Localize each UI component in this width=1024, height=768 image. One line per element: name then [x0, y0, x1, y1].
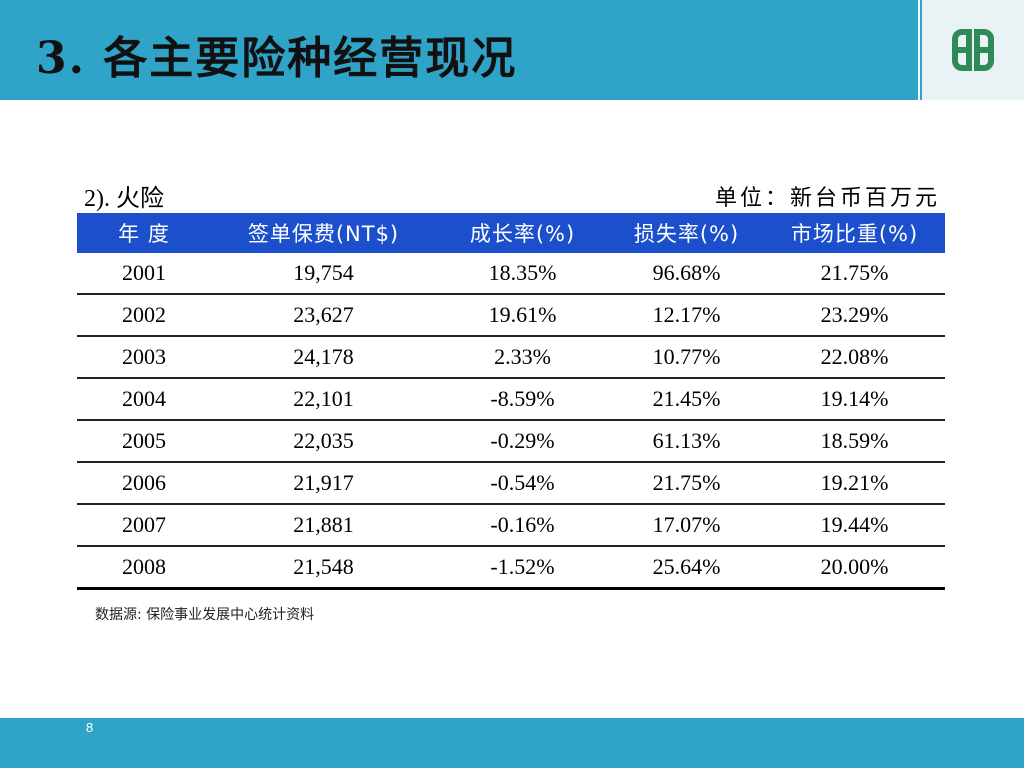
table-row: 2005 22,035 -0.29% 61.13% 18.59%	[77, 420, 945, 463]
table-row: 2001 19,754 18.35% 96.68% 21.75%	[77, 253, 945, 295]
cell-loss-ratio: 10.77%	[609, 336, 764, 379]
cell-loss-ratio: 12.17%	[609, 294, 764, 337]
cell-loss-ratio: 21.45%	[609, 378, 764, 421]
cell-growth: -0.16%	[436, 504, 609, 547]
cell-growth: 18.35%	[436, 253, 609, 295]
cell-loss-ratio: 21.75%	[609, 462, 764, 505]
cell-year: 2004	[77, 378, 211, 421]
section-subtitle: 2). 火险	[84, 186, 164, 212]
cell-market-share: 22.08%	[764, 336, 945, 379]
footer-bar	[0, 718, 1024, 768]
table-header-row: 年 度 签单保费(NT$) 成长率(%) 损失率(%) 市场比重(%)	[77, 213, 945, 253]
cell-market-share: 20.00%	[764, 546, 945, 590]
cell-market-share: 21.75%	[764, 253, 945, 295]
cell-market-share: 19.21%	[764, 462, 945, 505]
cell-premium: 24,178	[211, 336, 436, 379]
cell-year: 2008	[77, 546, 211, 590]
cell-market-share: 19.44%	[764, 504, 945, 547]
logo-panel	[920, 0, 1024, 100]
fire-insurance-table: 年 度 签单保费(NT$) 成长率(%) 损失率(%) 市场比重(%) 2001…	[77, 213, 945, 590]
cell-year: 2002	[77, 294, 211, 337]
column-header-year: 年 度	[77, 213, 211, 253]
cell-premium: 21,917	[211, 462, 436, 505]
table-row: 2007 21,881 -0.16% 17.07% 19.44%	[77, 504, 945, 547]
column-header-loss-ratio: 损失率(%)	[609, 213, 764, 253]
cell-market-share: 18.59%	[764, 420, 945, 463]
cell-loss-ratio: 17.07%	[609, 504, 764, 547]
header-bar: 3. 各主要险种经营现况	[0, 0, 918, 100]
cell-market-share: 19.14%	[764, 378, 945, 421]
cell-growth: -0.54%	[436, 462, 609, 505]
cell-growth: -1.52%	[436, 546, 609, 590]
table-row: 2006 21,917 -0.54% 21.75% 19.21%	[77, 462, 945, 505]
table-row: 2002 23,627 19.61% 12.17% 23.29%	[77, 294, 945, 337]
cell-premium: 21,548	[211, 546, 436, 590]
column-header-premium: 签单保费(NT$)	[211, 213, 436, 253]
table-row: 2004 22,101 -8.59% 21.45% 19.14%	[77, 378, 945, 421]
cell-year: 2007	[77, 504, 211, 547]
cell-market-share: 23.29%	[764, 294, 945, 337]
column-header-growth: 成长率(%)	[436, 213, 609, 253]
table-body: 2001 19,754 18.35% 96.68% 21.75% 2002 23,627 19…	[77, 253, 945, 590]
unit-label: 单位：新台币百万元	[714, 186, 940, 211]
source-note: 数据源: 保险事业发展中心统计资料	[95, 607, 315, 623]
fubon-logo-icon	[952, 28, 994, 72]
page-number: 8	[86, 720, 94, 735]
cell-premium: 22,101	[211, 378, 436, 421]
column-header-market-share: 市场比重(%)	[764, 213, 945, 253]
cell-premium: 23,627	[211, 294, 436, 337]
cell-loss-ratio: 25.64%	[609, 546, 764, 590]
cell-year: 2006	[77, 462, 211, 505]
cell-year: 2001	[77, 253, 211, 295]
cell-premium: 22,035	[211, 420, 436, 463]
cell-growth: 19.61%	[436, 294, 609, 337]
cell-growth: 2.33%	[436, 336, 609, 379]
cell-premium: 19,754	[211, 253, 436, 295]
table-row: 2003 24,178 2.33% 10.77% 22.08%	[77, 336, 945, 379]
cell-growth: -8.59%	[436, 378, 609, 421]
table-row: 2008 21,548 -1.52% 25.64% 20.00%	[77, 546, 945, 590]
cell-premium: 21,881	[211, 504, 436, 547]
cell-year: 2003	[77, 336, 211, 379]
page-title: 3. 各主要险种经营现况	[36, 33, 518, 84]
cell-year: 2005	[77, 420, 211, 463]
cell-loss-ratio: 61.13%	[609, 420, 764, 463]
cell-loss-ratio: 96.68%	[609, 253, 764, 295]
cell-growth: -0.29%	[436, 420, 609, 463]
